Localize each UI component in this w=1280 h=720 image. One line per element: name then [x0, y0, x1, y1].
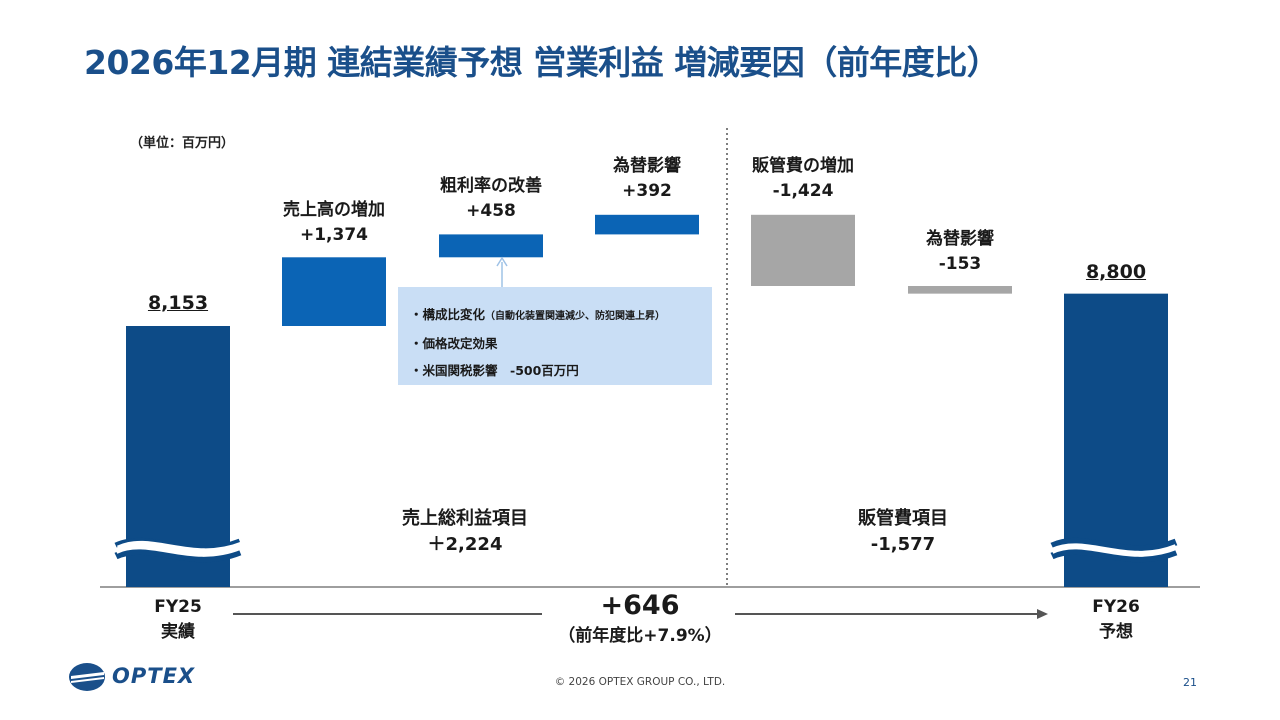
bar-label-fy26: 8,800: [1085, 261, 1147, 283]
callout-item-text: ・米国関税影響 -500百万円: [410, 363, 579, 378]
bar-fx2: [908, 286, 1012, 294]
x-label-line1: FY25: [154, 597, 202, 617]
group-value: ＋2,224: [427, 534, 503, 556]
group-label-gross: 売上総利益項目 ＋2,224: [402, 506, 528, 558]
bar-label-sales: 売上高の増加 +1,374: [283, 198, 385, 247]
bar-value-sales: +1,374: [299, 224, 369, 245]
callout-item: ・構成比変化（自動化装置関連減少、防犯関連上昇）: [410, 301, 712, 330]
bar-label-fx2: 為替影響 -153: [926, 227, 994, 276]
page-number: 21: [1183, 676, 1197, 689]
total-change: +646 （前年度比+7.9%）: [558, 590, 721, 646]
axis-break-right: [1050, 537, 1178, 563]
bar-fx1: [595, 214, 699, 235]
group-label-sga: 販管費項目 -1,577: [858, 506, 948, 558]
bar-value-sga: -1,424: [772, 180, 834, 201]
optex-logo: OPTEX: [68, 660, 218, 694]
callout-item-text: ・構成比変化: [410, 307, 486, 322]
total-change-value: +646: [600, 590, 680, 621]
x-label-line2: 予想: [1099, 621, 1133, 642]
callout-item: ・米国関税影響 -500百万円: [410, 357, 712, 384]
bar-value-gross: +458: [466, 200, 516, 221]
bar-value-fx1: +392: [622, 180, 672, 201]
bar-name-fx2: 為替影響: [926, 229, 994, 249]
bar-fy26: [1064, 293, 1168, 587]
bar-label-fy25: 8,153: [147, 292, 209, 314]
logo-text: OPTEX: [112, 664, 196, 688]
unit-label: （単位：百万円）: [130, 136, 235, 151]
bar-label-fx1: 為替影響 +392: [613, 154, 681, 203]
bar-name-gross: 粗利率の改善: [440, 176, 542, 196]
logo-mark-icon: [69, 663, 105, 691]
x-label-fy26: FY26 予想: [1092, 595, 1140, 644]
bar-sales: [282, 257, 386, 326]
x-label-fy25: FY25 実績: [154, 595, 202, 644]
x-label-line1: FY26: [1092, 597, 1140, 617]
bar-sga: [751, 214, 855, 286]
bar-label-gross: 粗利率の改善 +458: [440, 174, 542, 223]
copyright: © 2026 OPTEX GROUP CO., LTD.: [554, 676, 726, 688]
bar-label-sga: 販管費の増加 -1,424: [752, 154, 854, 203]
bar-gross: [439, 234, 543, 258]
x-label-line2: 実績: [161, 621, 195, 642]
callout-item-note: （自動化装置関連減少、防犯関連上昇）: [485, 311, 666, 322]
group-name: 販管費項目: [858, 508, 948, 529]
page-title: 2026年12月期 連結業績予想 営業利益 増減要因（前年度比）: [84, 43, 1000, 82]
bar-name-sga: 販管費の増加: [752, 156, 854, 176]
bar-name-sales: 売上高の増加: [283, 200, 385, 220]
axis-break-left: [114, 537, 243, 563]
callout-arrowhead: [496, 256, 508, 267]
group-name: 売上総利益項目: [402, 508, 528, 529]
callout-item-text: ・価格改定効果: [410, 336, 498, 351]
group-value: -1,577: [870, 534, 936, 556]
arrow-right-head: [1037, 609, 1048, 619]
callout-box: ・構成比変化（自動化装置関連減少、防犯関連上昇） ・価格改定効果 ・米国関税影響…: [398, 287, 712, 385]
total-change-pct: （前年度比+7.9%）: [558, 626, 722, 646]
bar-name-fx1: 為替影響: [613, 156, 681, 176]
callout-item: ・価格改定効果: [410, 330, 712, 357]
bar-value-fx2: -153: [938, 253, 982, 274]
